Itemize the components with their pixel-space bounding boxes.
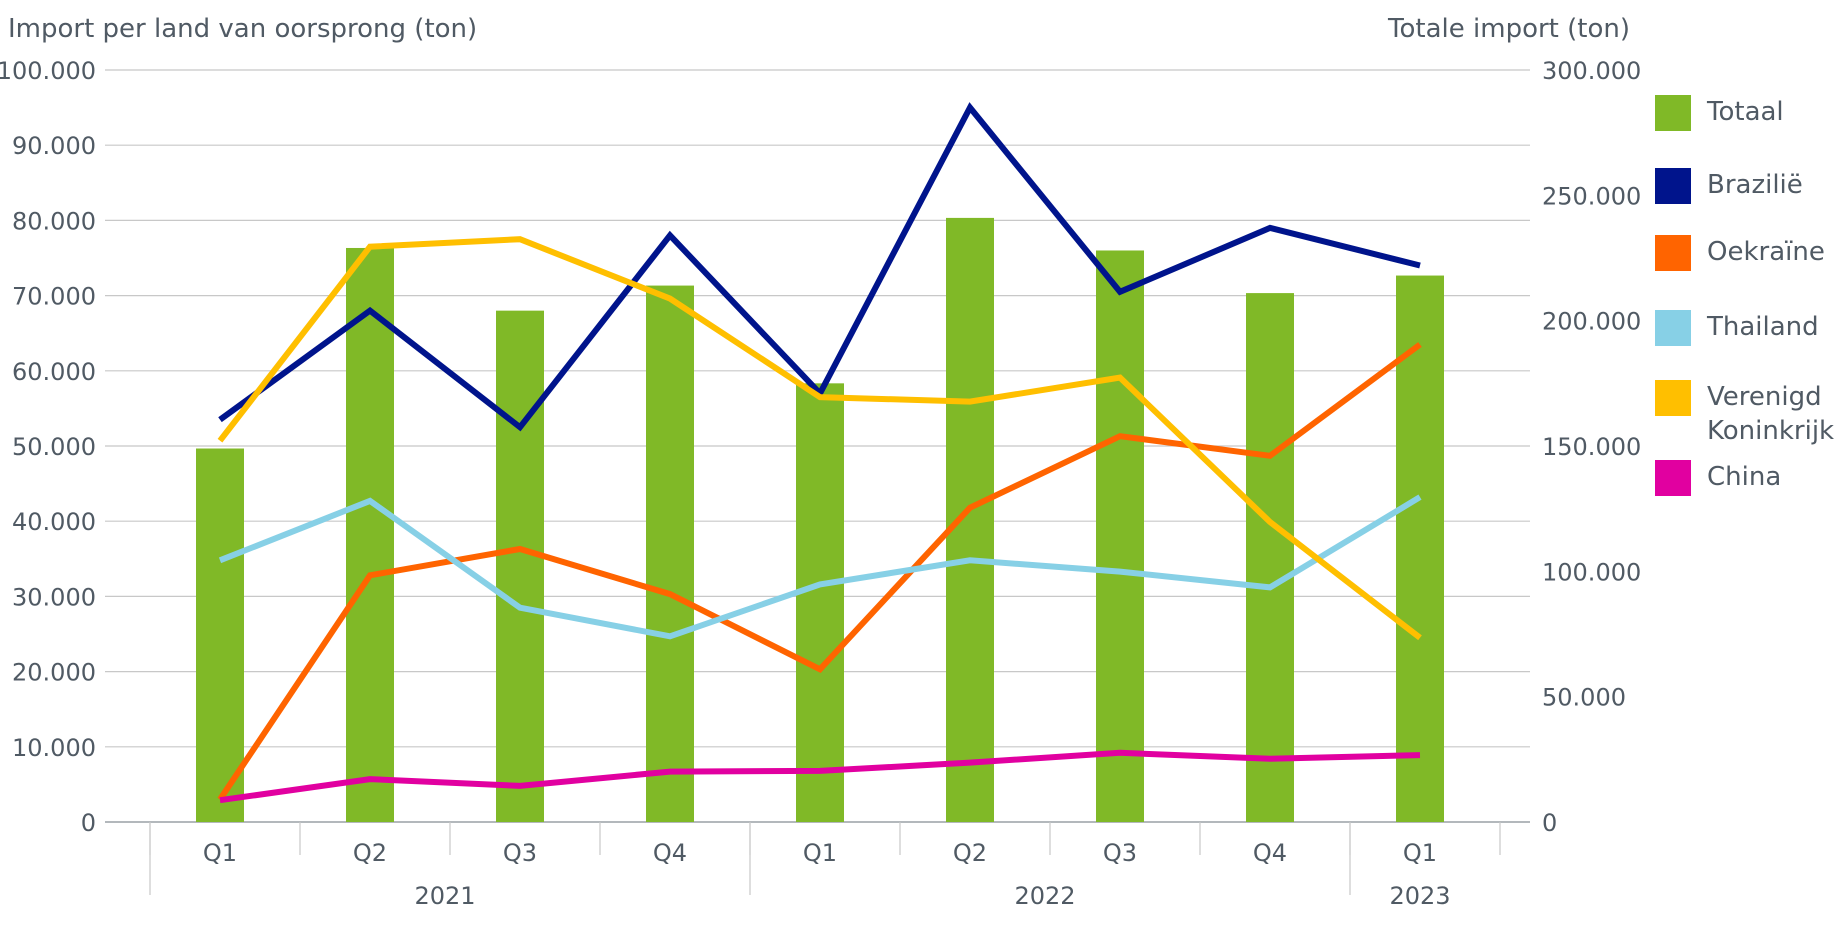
right-tick-label: 0 — [1542, 809, 1557, 837]
bar-totaal — [1096, 250, 1144, 823]
year-label: 2022 — [1014, 882, 1075, 910]
legend-item-verenigd-koninkrijk: Verenigd Koninkrijk — [1655, 380, 1836, 448]
bar-totaal — [496, 310, 544, 822]
legend-swatch-thailand — [1655, 310, 1691, 346]
year-label: 2023 — [1389, 882, 1450, 910]
legend-label-china: China — [1707, 462, 1782, 492]
category-label: Q1 — [1403, 839, 1437, 867]
category-label: Q4 — [1253, 839, 1287, 867]
category-label: Q1 — [203, 839, 237, 867]
legend-swatch-oekraine — [1655, 235, 1691, 271]
line-china — [219, 749, 1421, 804]
legend-label-brazilie: Brazilië — [1707, 170, 1803, 200]
right-tick-label: 250.000 — [1542, 182, 1641, 210]
left-tick-label: 20.000 — [12, 659, 96, 687]
category-label: Q2 — [353, 839, 387, 867]
line-verenigd-koninkrijk — [217, 236, 1422, 641]
left-tick-label: 40.000 — [12, 508, 96, 536]
legend-swatch-china — [1655, 460, 1691, 496]
category-label: Q4 — [653, 839, 687, 867]
left-tick-label: 50.000 — [12, 433, 96, 461]
bar-totaal — [1396, 275, 1444, 823]
category-label: Q2 — [953, 839, 987, 867]
left-tick-label: 80.000 — [12, 207, 96, 235]
left-tick-label: 100.000 — [0, 57, 96, 85]
legend-swatch-brazilie — [1655, 168, 1691, 204]
legend-item-china: China — [1655, 460, 1836, 496]
category-label: Q1 — [803, 839, 837, 867]
legend-item-oekraine: Oekraïne — [1655, 235, 1836, 271]
legend-item-thailand: Thailand — [1655, 310, 1836, 346]
right-tick-label: 200.000 — [1542, 308, 1641, 336]
category-label: Q3 — [1103, 839, 1137, 867]
bar-totaal — [196, 448, 244, 822]
left-axis-title: Import per land van oorsprong (ton) — [8, 14, 478, 44]
left-tick-label: 60.000 — [12, 358, 96, 386]
legend-item-totaal: Totaal — [1655, 95, 1836, 131]
bar-totaal — [346, 247, 394, 822]
line-oekraine — [217, 342, 1422, 802]
left-tick-label: 0 — [81, 809, 96, 837]
category-label: Q3 — [503, 839, 537, 867]
legend-label-oekraine: Oekraïne — [1707, 237, 1825, 267]
legend-item-brazilie: Brazilië — [1655, 168, 1836, 204]
bar-totaal — [796, 383, 844, 822]
year-label: 2021 — [414, 882, 475, 910]
bar-totaal — [946, 217, 994, 823]
line-thailand — [218, 494, 1422, 640]
right-tick-label: 300.000 — [1542, 57, 1641, 85]
right-axis-title: Totale import (ton) — [1388, 14, 1630, 44]
legend-label-totaal: Totaal — [1707, 97, 1784, 127]
left-tick-label: 90.000 — [12, 132, 96, 160]
right-tick-label: 100.000 — [1542, 558, 1641, 586]
bar-totaal — [1246, 293, 1294, 822]
left-tick-label: 10.000 — [12, 734, 96, 762]
legend-swatch-totaal — [1655, 95, 1691, 131]
right-tick-label: 150.000 — [1542, 433, 1641, 461]
left-tick-label: 70.000 — [12, 283, 96, 311]
bar-totaal — [646, 285, 694, 822]
legend-label-verenigd-koninkrijk: Verenigd Koninkrijk — [1707, 382, 1835, 446]
legend-swatch-verenigd-koninkrijk — [1655, 380, 1691, 416]
line-brazilie — [218, 102, 1421, 432]
left-tick-label: 30.000 — [12, 583, 96, 611]
right-tick-label: 50.000 — [1542, 684, 1626, 712]
legend-label-thailand: Thailand — [1707, 312, 1819, 342]
